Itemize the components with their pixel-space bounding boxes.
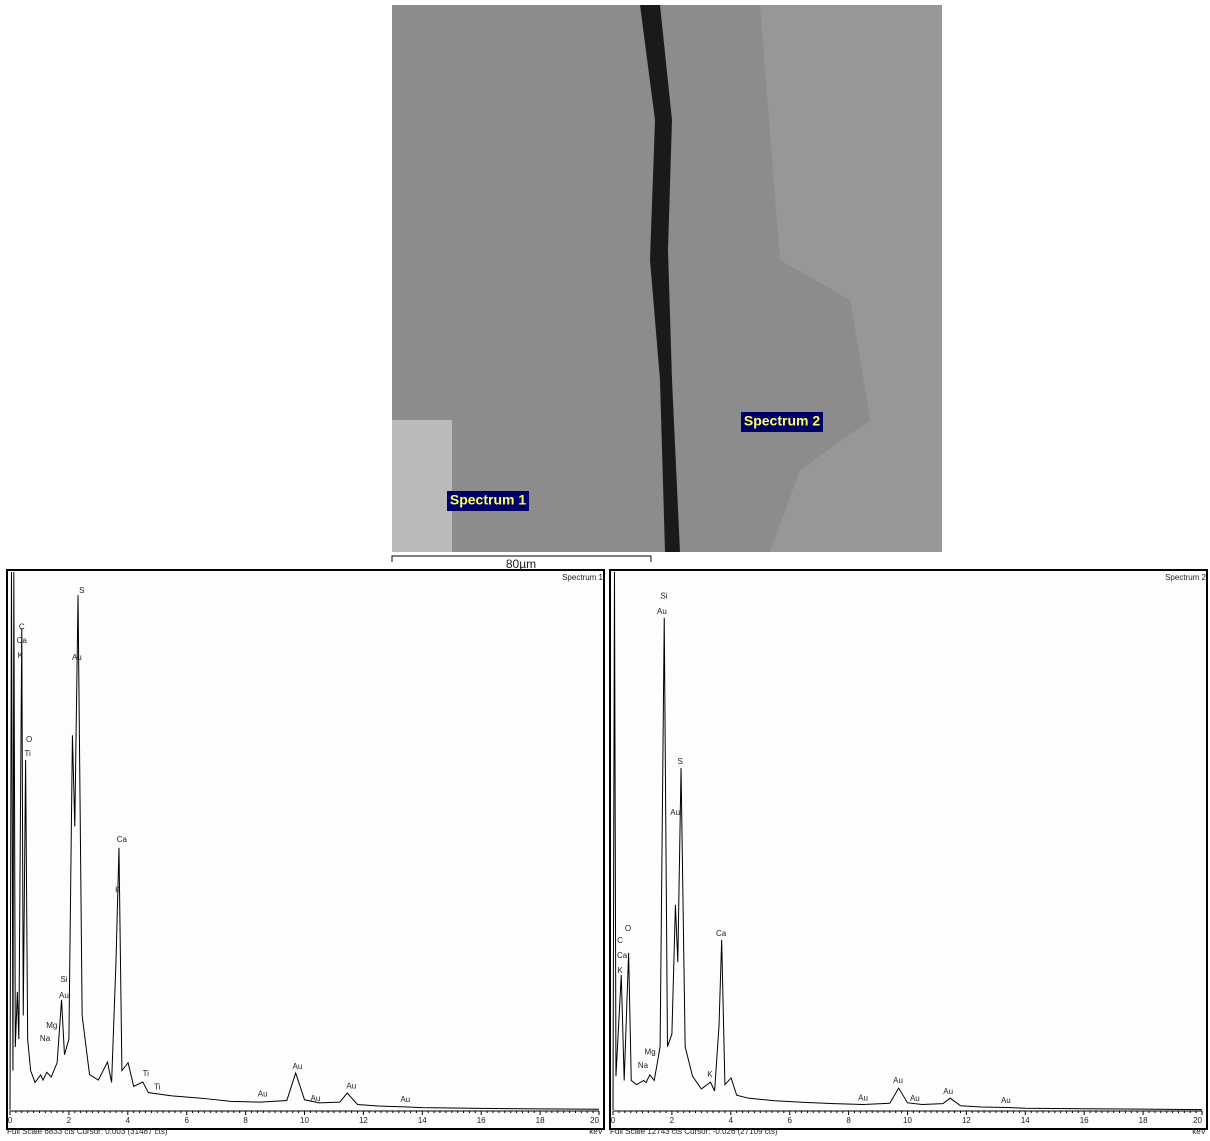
element-label: Au	[258, 1089, 268, 1098]
plot-frame	[7, 570, 604, 1129]
element-label: Ti	[24, 749, 31, 758]
element-label: Ca	[17, 636, 28, 645]
element-label: Au	[72, 653, 82, 662]
element-label: Au	[59, 991, 69, 1000]
x-tick-label: 20	[590, 1116, 599, 1125]
x-tick-label: 0	[8, 1116, 13, 1125]
scale-bar: 80µm	[392, 556, 651, 571]
element-label: K	[115, 885, 121, 894]
x-axis-label: keV	[1192, 1127, 1206, 1136]
element-label: O	[26, 735, 32, 744]
x-tick-label: 18	[536, 1116, 545, 1125]
x-tick-label: 6	[184, 1116, 189, 1125]
element-label: K	[707, 1070, 713, 1079]
element-label: Au	[293, 1062, 303, 1071]
x-tick-label: 10	[903, 1116, 912, 1125]
x-tick-label: 12	[962, 1116, 971, 1125]
element-label: Au	[858, 1093, 868, 1102]
element-label: Au	[310, 1094, 320, 1103]
x-tick-label: 14	[418, 1116, 427, 1125]
element-label: K	[617, 966, 623, 975]
footer: Full Scale 6833 cts Cursor: 0.003 (31487…	[7, 1127, 168, 1136]
element-label: Au	[1001, 1096, 1011, 1105]
x-tick-label: 16	[477, 1116, 486, 1125]
element-label: Mg	[46, 1021, 57, 1030]
x-tick-label: 10	[300, 1116, 309, 1125]
element-label: Si	[660, 592, 667, 601]
element-label: Ca	[617, 951, 628, 960]
element-label: Ca	[716, 929, 727, 938]
element-label: Au	[943, 1087, 953, 1096]
element-label: Si	[60, 975, 67, 984]
element-label: C	[19, 622, 25, 631]
spectrum-title: Spectrum 2	[1165, 573, 1206, 582]
x-tick-label: 6	[787, 1116, 792, 1125]
element-label: Au	[657, 607, 667, 616]
x-tick-label: 16	[1080, 1116, 1089, 1125]
x-tick-label: 18	[1139, 1116, 1148, 1125]
element-label: C	[617, 936, 623, 945]
x-tick-label: 12	[359, 1116, 368, 1125]
element-label: Au	[893, 1076, 903, 1085]
plot-frame	[610, 570, 1207, 1129]
element-label: Mg	[645, 1047, 656, 1056]
element-label: Ca	[117, 835, 128, 844]
footer: Full Scale 12743 cts Cursor: -0.026 (271…	[610, 1127, 778, 1136]
element-label: Au	[670, 808, 680, 817]
element-label: S	[677, 757, 682, 766]
x-tick-label: 4	[126, 1116, 131, 1125]
x-tick-label: 2	[670, 1116, 675, 1125]
element-label: Ti	[143, 1069, 150, 1078]
element-label: Na	[638, 1061, 649, 1070]
x-tick-label: 2	[67, 1116, 72, 1125]
spectrum-title: Spectrum 1	[562, 573, 603, 582]
element-label: O	[625, 924, 631, 933]
element-label: Au	[400, 1095, 410, 1104]
x-tick-label: 14	[1021, 1116, 1030, 1125]
x-tick-label: 8	[846, 1116, 851, 1125]
x-tick-label: 0	[611, 1116, 616, 1125]
x-tick-label: 4	[729, 1116, 734, 1125]
figure: Spectrum 1 Spectrum 2 80µm 0 2 4 6 8 10 12 14 16…	[0, 0, 1210, 1141]
x-tick-label: 20	[1193, 1116, 1202, 1125]
element-label: Au	[910, 1094, 920, 1103]
sem-image: Spectrum 1 Spectrum 2	[392, 5, 942, 552]
x-tick-label: 8	[243, 1116, 248, 1125]
element-label: K	[18, 651, 24, 660]
element-label: Ti	[154, 1082, 161, 1091]
element-label: S	[79, 586, 84, 595]
element-label: Na	[40, 1034, 51, 1043]
spectrum-label: Spectrum 2	[744, 413, 820, 429]
element-label: Au	[346, 1081, 356, 1090]
spectrum-label: Spectrum 1	[450, 492, 526, 508]
x-axis-label: keV	[589, 1127, 603, 1136]
